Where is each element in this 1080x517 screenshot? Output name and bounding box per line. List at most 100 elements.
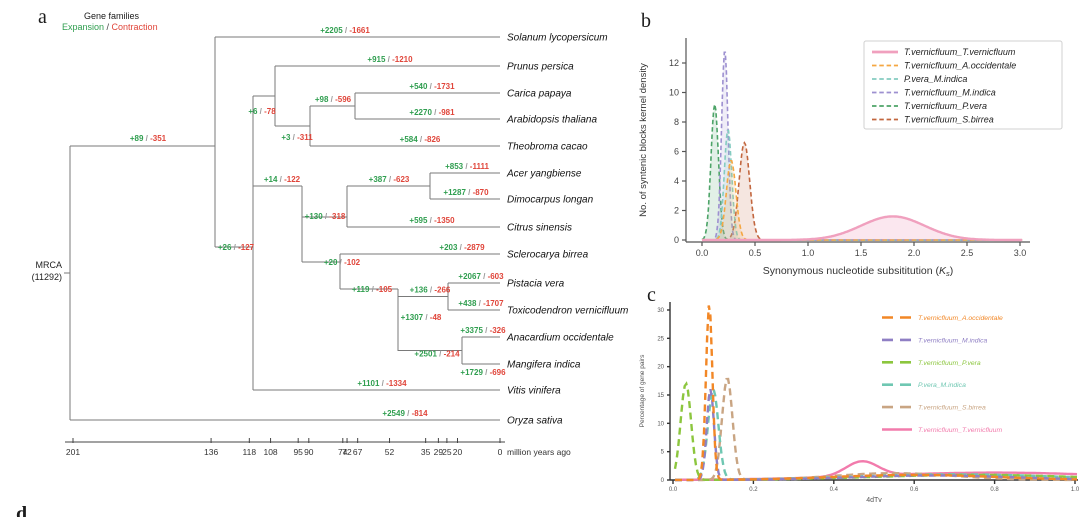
b-x-tick-label: 2.0 — [908, 248, 921, 258]
time-axis-tick-label: 90 — [304, 447, 314, 457]
branch-gain-loss-label: +89 / -351 — [130, 134, 167, 143]
b-legend-label: T.vernicfluum_T.vernicfluum — [904, 47, 1016, 57]
c-x-tick-label: 0.6 — [910, 487, 919, 493]
c-legend-label: T.vernicfluum_A.occidentale — [918, 315, 1003, 322]
time-axis-tick-label: 20 — [453, 447, 463, 457]
branch-gain-loss-label: +540 / -1731 — [409, 82, 455, 91]
species-name: Theobroma cacao — [507, 142, 588, 153]
branch-gain-loss-label: +2549 / -814 — [382, 409, 428, 418]
time-axis-tick-label: 0 — [498, 447, 503, 457]
branch-gain-loss-label: +3 / -311 — [281, 133, 313, 142]
b-legend-box — [863, 40, 1063, 130]
b-legend-label: T.vernicfluum_A.occidentale — [904, 61, 1016, 71]
time-axis-tick-label: 118 — [243, 447, 257, 457]
branch-gain-loss-label: +136 / -266 — [410, 286, 451, 295]
c-y-axis-label: Percentage of gene pairs — [639, 354, 646, 427]
b-y-tick-label: 10 — [669, 88, 679, 98]
b-legend-label: T.vernicfluum_S.birrea — [904, 115, 994, 125]
species-name: Toxicodendron vernicifluum — [507, 306, 628, 317]
c-legend-label: T.vernicfluum_M.indica — [918, 337, 987, 344]
b-x-tick-label: 1.5 — [855, 248, 868, 258]
branch-gain-loss-label: +1307 / -48 — [401, 313, 442, 322]
branch-gain-loss-label: +387 / -623 — [369, 175, 410, 184]
c-x-tick-label: 0.8 — [990, 487, 999, 493]
time-axis-tick-label: 95 — [293, 447, 303, 457]
branch-gain-loss-label: +119 / -105 — [352, 285, 393, 294]
branch-gain-loss-label: +3375 / -326 — [460, 326, 506, 335]
branch-gain-loss-label: +2501 / -214 — [414, 350, 460, 359]
time-axis-tick-label: 74 — [338, 447, 348, 457]
c-legend-label: T.vernicfluum_P.vera — [918, 360, 981, 367]
branch-gain-loss-label: +26 / -127 — [218, 243, 255, 252]
b-legend-label: P.vera_M.indica — [904, 74, 967, 84]
b-x-tick-label: 3.0 — [1014, 248, 1027, 258]
b-x-tick-label: 0.0 — [696, 248, 709, 258]
species-name: Solanum lycopersicum — [507, 33, 608, 44]
c-legend-label: P.vera_M.indica — [918, 382, 966, 389]
b-x-axis-label: Synonymous nucleotide subsititution (Ks) — [763, 265, 954, 278]
c-y-tick-label: 30 — [657, 308, 664, 314]
panel-label-a: a — [38, 6, 47, 28]
c-legend-label: T.vernicfluum_T.vernicfluum — [918, 427, 1002, 434]
time-axis-tick-label: 52 — [385, 447, 395, 457]
species-name: Citrus sinensis — [507, 223, 572, 234]
time-axis-tick-label: 201 — [66, 447, 80, 457]
b-density-curve — [702, 215, 1023, 242]
b-density-area — [702, 160, 1023, 240]
b-y-axis-label: No. of syntenic blocks kernel density — [638, 63, 649, 217]
branch-gain-loss-label: +1729 / -696 — [460, 368, 506, 377]
b-legend-label: T.vernicfluum_M.indica — [904, 88, 996, 98]
c-y-tick-label: 0 — [661, 478, 665, 484]
species-name: Oryza sativa — [507, 416, 563, 427]
branch-gain-loss-label: +2270 / -981 — [409, 108, 455, 117]
branch-gain-loss-label: +203 / -2879 — [439, 243, 485, 252]
species-name: Prunus persica — [507, 62, 574, 73]
species-name: Arabidopsis thaliana — [506, 115, 597, 126]
species-name: Mangifera indica — [507, 360, 581, 371]
b-density-area — [702, 130, 1023, 240]
c-x-tick-label: 0.4 — [830, 487, 839, 493]
c-legend-label: T.vernicfluum_S.birrea — [918, 405, 986, 412]
b-x-tick-label: 1.0 — [802, 248, 815, 258]
species-name: Pistacia vera — [507, 279, 565, 290]
c-x-axis-label: 4dTv — [866, 497, 882, 504]
time-axis-tick-label: 108 — [263, 447, 277, 457]
c-x-tick-label: 0.2 — [749, 487, 758, 493]
species-name: Acer yangbiense — [506, 169, 582, 180]
branch-gain-loss-label: +1287 / -870 — [443, 188, 489, 197]
panel-label-c: c — [647, 284, 656, 306]
species-name: Sclerocarya birrea — [507, 250, 589, 261]
branch-gain-loss-label: +595 / -1350 — [409, 216, 455, 225]
expansion-contraction-key: Expansion / Contraction — [62, 22, 158, 33]
phylogenetic-tree-panel: Solanum lycopersicum +2205 / -1661 Prunus … — [32, 26, 629, 457]
c-distribution-curve — [675, 377, 1077, 482]
c-y-tick-label: 25 — [657, 336, 664, 342]
b-legend-label: T.vernicfluum_P.vera — [904, 101, 987, 111]
c-distribution-curve — [675, 388, 1078, 482]
b-y-tick-label: 0 — [674, 235, 679, 245]
c-y-tick-label: 10 — [657, 421, 664, 427]
b-x-tick-label: 2.5 — [961, 248, 974, 258]
b-density-area — [702, 142, 1023, 240]
branch-gain-loss-label: +2067 / -603 — [458, 272, 504, 281]
b-y-tick-label: 8 — [674, 117, 679, 127]
branch-gain-loss-label: +6 / -78 — [248, 107, 276, 116]
species-name: Dimocarpus longan — [507, 195, 594, 206]
time-axis-tick-label: 136 — [204, 447, 218, 457]
branch-gain-loss-label: +98 / -596 — [315, 95, 352, 104]
branch-gain-loss-label: +14 / -122 — [264, 175, 301, 184]
branch-gain-loss-label: +584 / -826 — [400, 135, 441, 144]
expansion-key: Expansion — [62, 22, 105, 32]
ks-density-plot-panel: 0.0 0.5 1.0 1.5 2.0 2.5 3.0 0 2 4 6 8 10 12 Synonymous… — [638, 38, 1063, 278]
c-distribution-curve — [675, 305, 1077, 482]
time-axis-unit-label: million years ago — [507, 447, 571, 457]
b-y-tick-label: 6 — [674, 147, 679, 157]
panel-label-b: b — [641, 10, 651, 32]
b-x-tick-label: 0.5 — [749, 248, 762, 258]
c-x-tick-label: 1.0 — [1071, 487, 1080, 493]
branch-gain-loss-label: +2205 / -1661 — [320, 26, 370, 35]
c-y-tick-label: 5 — [661, 450, 665, 456]
c-y-tick-label: 20 — [657, 365, 664, 371]
mrca-count: (11292) — [32, 272, 62, 282]
